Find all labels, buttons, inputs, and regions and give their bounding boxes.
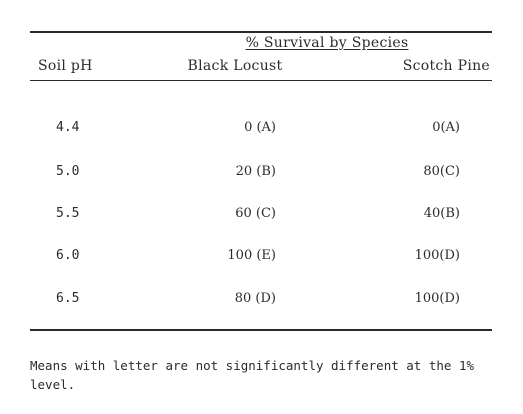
cell-scotch-pine: 0(A) [432, 120, 460, 135]
cell-soil-ph: 5.0 [56, 164, 80, 179]
cell-black-locust: 60 (C) [235, 206, 276, 221]
table-header-rule [30, 80, 492, 81]
column-header-soil-ph: Soil pH [38, 58, 93, 74]
cell-scotch-pine: 100(D) [414, 248, 460, 263]
cell-black-locust: 100 (E) [227, 248, 276, 263]
cell-black-locust: 0 (A) [244, 120, 276, 135]
table-row: 4.4 0 (A) 0(A) [0, 120, 523, 140]
column-header-scotch-pine: Scotch Pine [402, 58, 490, 74]
cell-soil-ph: 6.5 [56, 291, 80, 306]
cell-black-locust: 20 (B) [235, 164, 276, 179]
table-row: 5.0 20 (B) 80(C) [0, 164, 523, 184]
cell-soil-ph: 6.0 [56, 248, 80, 263]
table-footnote: Means with letter are not significantly … [30, 358, 475, 392]
cell-black-locust: 80 (D) [234, 291, 276, 306]
spanner-header-text: % Survival by Species [245, 35, 409, 51]
table-row: 6.5 80 (D) 100(D) [0, 291, 523, 311]
table-bottom-rule [30, 329, 492, 331]
cell-soil-ph: 4.4 [56, 120, 80, 135]
spanner-header: % Survival by Species [232, 35, 422, 51]
cell-scotch-pine: 80(C) [423, 164, 460, 179]
column-header-black-locust: Black Locust [187, 58, 283, 74]
cell-scotch-pine: 40(B) [423, 206, 460, 221]
table-row: 5.5 60 (C) 40(B) [0, 206, 523, 226]
cell-scotch-pine: 100(D) [414, 291, 460, 306]
table-top-rule [30, 31, 492, 33]
cell-soil-ph: 5.5 [56, 206, 80, 221]
table-row: 6.0 100 (E) 100(D) [0, 248, 523, 268]
